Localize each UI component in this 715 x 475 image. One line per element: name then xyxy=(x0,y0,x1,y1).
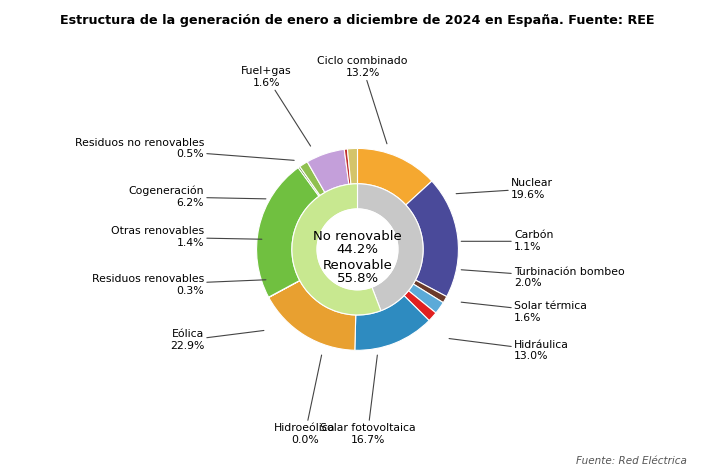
Wedge shape xyxy=(269,281,356,350)
Text: Carbón
1.1%: Carbón 1.1% xyxy=(461,230,553,252)
Text: Hidráulica
13.0%: Hidráulica 13.0% xyxy=(449,339,569,361)
Wedge shape xyxy=(404,291,436,321)
Text: Residuos no renovables
0.5%: Residuos no renovables 0.5% xyxy=(74,138,294,161)
Text: Eólica
22.9%: Eólica 22.9% xyxy=(169,330,264,351)
Text: Hidroeólica
0.0%: Hidroeólica 0.0% xyxy=(275,355,336,445)
Text: Renovable: Renovable xyxy=(322,259,393,272)
Wedge shape xyxy=(292,184,381,315)
Circle shape xyxy=(317,209,398,290)
Text: Nuclear
19.6%: Nuclear 19.6% xyxy=(456,178,553,200)
Wedge shape xyxy=(358,184,423,311)
Wedge shape xyxy=(408,284,443,313)
Wedge shape xyxy=(347,148,358,184)
Text: No renovable: No renovable xyxy=(313,230,402,243)
Wedge shape xyxy=(355,295,429,350)
Wedge shape xyxy=(300,162,325,196)
Wedge shape xyxy=(269,280,300,297)
Text: 44.2%: 44.2% xyxy=(337,243,378,256)
Text: Turbinación bombeo
2.0%: Turbinación bombeo 2.0% xyxy=(461,267,625,288)
Wedge shape xyxy=(257,168,319,297)
Wedge shape xyxy=(406,181,458,296)
Text: Fuente: Red Eléctrica: Fuente: Red Eléctrica xyxy=(576,456,686,466)
Text: Otras renovables
1.4%: Otras renovables 1.4% xyxy=(111,227,262,248)
Text: Solar térmica
1.6%: Solar térmica 1.6% xyxy=(461,301,587,323)
Text: 55.8%: 55.8% xyxy=(337,272,378,285)
Wedge shape xyxy=(298,167,320,196)
Wedge shape xyxy=(307,149,349,192)
Text: Cogeneración
6.2%: Cogeneración 6.2% xyxy=(129,186,266,208)
Text: Estructura de la generación de enero a diciembre de 2024 en España. Fuente: REE: Estructura de la generación de enero a d… xyxy=(60,14,655,27)
Text: Fuel+gas
1.6%: Fuel+gas 1.6% xyxy=(242,66,310,146)
Text: Ciclo combinado
13.2%: Ciclo combinado 13.2% xyxy=(317,56,408,144)
Wedge shape xyxy=(358,148,432,205)
Wedge shape xyxy=(413,280,447,303)
Wedge shape xyxy=(344,149,351,184)
Text: Residuos renovables
0.3%: Residuos renovables 0.3% xyxy=(92,274,266,295)
Text: Solar fotovoltaica
16.7%: Solar fotovoltaica 16.7% xyxy=(320,355,415,445)
